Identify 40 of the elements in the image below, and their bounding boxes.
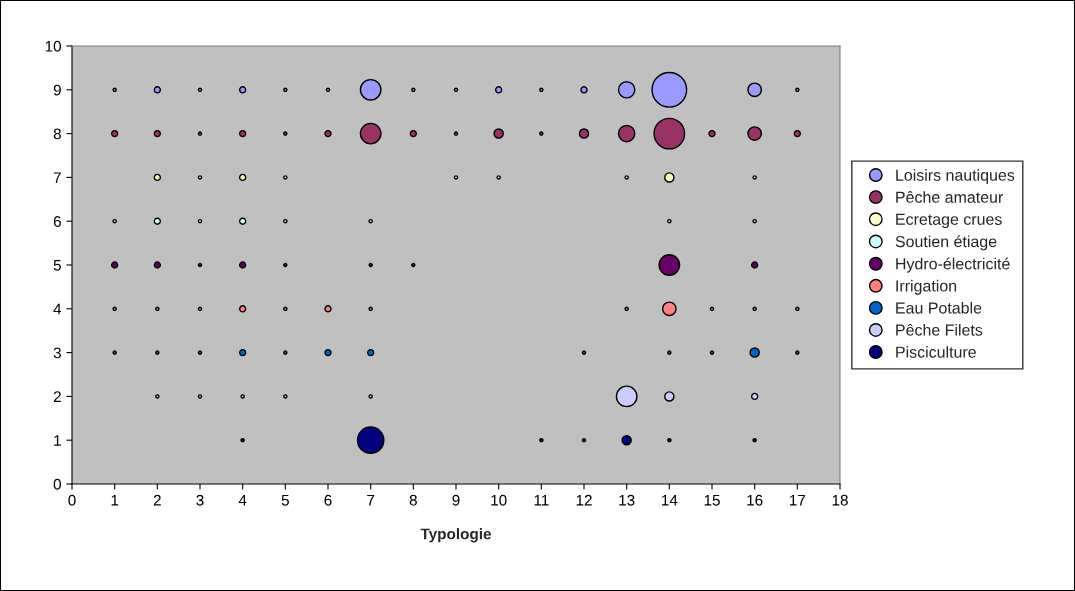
x-tick-label: 13 [619, 494, 635, 506]
x-tick-label: 4 [238, 494, 247, 506]
x-tick-label: 5 [281, 494, 289, 506]
x-tick-label: 10 [491, 494, 507, 506]
legend-label: Irrigation [896, 279, 957, 295]
legend-label: Ecretage crues [896, 213, 1002, 229]
y-tick-label: 9 [53, 84, 61, 96]
x-tick-label: 2 [153, 494, 161, 506]
x-axis-title: Typologie [420, 528, 491, 543]
x-tick-label: 8 [409, 494, 417, 506]
y-tick-label: 6 [53, 216, 61, 227]
x-tick-label: 7 [367, 494, 375, 506]
legend-label: Hydro-électricité [896, 257, 1010, 273]
x-tick-label: 0 [68, 494, 76, 506]
x-tick-label: 16 [747, 494, 763, 506]
y-tick-label: 2 [53, 391, 61, 402]
y-tick-label: 10 [45, 40, 61, 52]
x-tick-label: 3 [196, 494, 204, 506]
x-tick-label: 17 [790, 494, 806, 506]
x-tick-label: 6 [324, 494, 332, 506]
legend-label: Pêche Filets [896, 323, 983, 336]
legend-label: Pêche amateur [896, 191, 1004, 203]
y-tick-label: 1 [54, 435, 61, 446]
x-tick-label: 11 [534, 494, 549, 506]
legend-label: Eau Potable [896, 301, 982, 314]
x-tick-label: 14 [662, 494, 678, 506]
x-tick-label: 1 [111, 494, 119, 506]
x-tick-label: 12 [576, 494, 592, 506]
y-tick-label: 0 [53, 478, 61, 490]
y-tick-label: 7 [53, 172, 61, 183]
y-tick-label: 5 [53, 260, 61, 271]
x-tick-label: 15 [704, 494, 720, 506]
y-tick-label: 4 [53, 303, 62, 315]
y-tick-label: 8 [53, 128, 61, 140]
x-tick-label: 9 [452, 494, 460, 506]
legend-label: Loisirs nautiques [896, 169, 1015, 184]
legend-label: Soutien étiage [895, 235, 997, 251]
legend-label: Pisciculture [896, 346, 976, 358]
x-tick-label: 18 [832, 494, 848, 506]
y-tick-label: 3 [53, 347, 61, 359]
